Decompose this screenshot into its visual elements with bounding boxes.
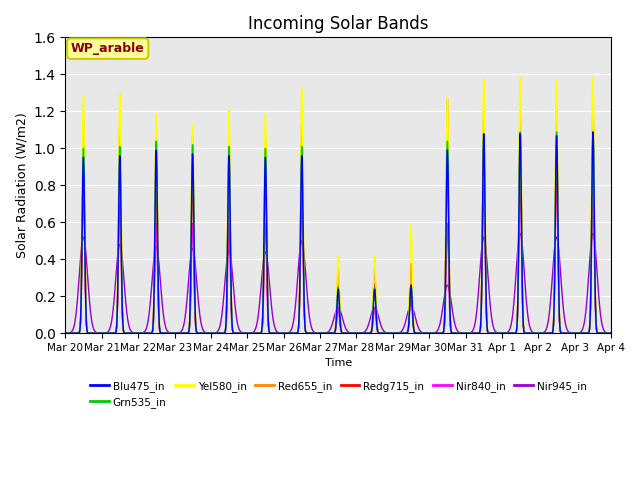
Nir840_in [516, 177, 524, 182]
Legend: Blu475_in, Grn535_in, Yel580_in, Red655_in, Redg715_in, Nir840_in, Nir945_in: Blu475_in, Grn535_in, Yel580_in, Red655_… [86, 377, 591, 412]
Grn535_in [423, 330, 431, 336]
Red655_in [61, 330, 69, 336]
Nir945_in [61, 330, 69, 336]
Nir840_in [61, 330, 69, 336]
Grn535_in [543, 330, 551, 336]
Text: WP_arable: WP_arable [71, 42, 145, 55]
Line: Nir840_in: Nir840_in [65, 180, 611, 333]
Y-axis label: Solar Radiation (W/m2): Solar Radiation (W/m2) [15, 112, 28, 258]
Line: Red655_in: Red655_in [65, 99, 611, 333]
Nir840_in [183, 330, 191, 336]
Nir840_in [170, 330, 177, 336]
Line: Nir945_in: Nir945_in [65, 233, 611, 333]
Nir945_in [183, 300, 191, 306]
Nir945_in [495, 330, 502, 336]
Red655_in [543, 330, 551, 336]
Grn535_in [516, 129, 524, 135]
Red655_in [183, 330, 191, 336]
Yel580_in [170, 330, 177, 336]
Line: Grn535_in: Grn535_in [65, 132, 611, 333]
Nir840_in [607, 330, 615, 336]
Blu475_in [543, 330, 550, 336]
Redg715_in [183, 330, 191, 336]
Line: Redg715_in: Redg715_in [65, 134, 611, 333]
Grn535_in [244, 330, 252, 336]
Title: Incoming Solar Bands: Incoming Solar Bands [248, 15, 428, 33]
Nir945_in [244, 330, 252, 336]
Red655_in [495, 330, 502, 336]
Redg715_in [244, 330, 252, 336]
Red655_in [316, 330, 324, 336]
Grn535_in [495, 330, 502, 336]
Redg715_in [607, 330, 615, 336]
Red655_in [607, 330, 615, 336]
Grn535_in [61, 330, 69, 336]
Nir840_in [543, 330, 551, 336]
Redg715_in [589, 131, 596, 137]
Blu475_in [170, 330, 177, 336]
Yel580_in [495, 330, 502, 336]
Nir945_in [607, 330, 615, 336]
Grn535_in [170, 330, 177, 336]
Nir945_in [423, 330, 431, 336]
Blu475_in [607, 330, 615, 336]
Blu475_in [61, 330, 69, 336]
Red655_in [170, 330, 177, 336]
Nir945_in [543, 324, 551, 330]
Yel580_in [183, 330, 191, 336]
Blu475_in [423, 330, 431, 336]
Grn535_in [183, 330, 191, 336]
Red655_in [244, 330, 252, 336]
Yel580_in [61, 330, 69, 336]
Blu475_in [316, 330, 324, 336]
Redg715_in [170, 330, 177, 336]
Yel580_in [423, 330, 431, 336]
Redg715_in [61, 330, 69, 336]
Yel580_in [543, 330, 551, 336]
Yel580_in [244, 330, 252, 336]
X-axis label: Time: Time [324, 359, 352, 369]
Grn535_in [316, 330, 324, 336]
Redg715_in [543, 330, 550, 336]
Nir840_in [495, 330, 502, 336]
Nir945_in [516, 230, 524, 236]
Nir840_in [423, 330, 431, 336]
Nir840_in [244, 330, 252, 336]
Line: Blu475_in: Blu475_in [65, 132, 611, 333]
Nir945_in [316, 330, 324, 336]
Redg715_in [495, 330, 502, 336]
Red655_in [423, 330, 431, 336]
Yel580_in [607, 330, 615, 336]
Grn535_in [607, 330, 615, 336]
Blu475_in [183, 330, 191, 336]
Nir840_in [316, 330, 324, 336]
Blu475_in [589, 129, 596, 135]
Red655_in [444, 96, 451, 102]
Redg715_in [423, 330, 431, 336]
Nir945_in [170, 330, 177, 336]
Yel580_in [316, 330, 324, 336]
Yel580_in [516, 74, 524, 80]
Line: Yel580_in: Yel580_in [65, 77, 611, 333]
Redg715_in [316, 330, 324, 336]
Blu475_in [244, 330, 252, 336]
Blu475_in [495, 330, 502, 336]
